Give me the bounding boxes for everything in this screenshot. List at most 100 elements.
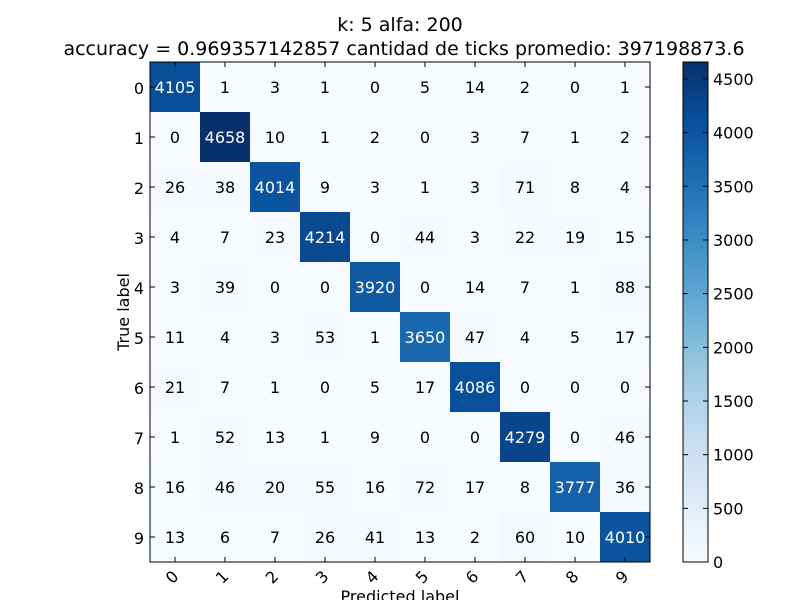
- cell-value-label: 4: [520, 328, 530, 347]
- cell-value-label: 17: [615, 328, 635, 347]
- y-axis-label: True label: [114, 273, 133, 352]
- cell-value-label: 47: [465, 328, 485, 347]
- cell-value-label: 15: [615, 228, 635, 247]
- y-tick-label: 9: [134, 529, 144, 548]
- cell-value-label: 0: [470, 428, 480, 447]
- cell-value-label: 4214: [305, 228, 346, 247]
- heatmap-cell: [300, 162, 351, 213]
- heatmap-cell: [500, 262, 551, 313]
- heatmap-cell: [550, 262, 601, 313]
- heatmap-cell: [400, 462, 451, 513]
- cell-value-label: 21: [165, 378, 185, 397]
- colorbar-tick-label: 1500: [713, 392, 754, 411]
- heatmap-cell: [600, 212, 651, 263]
- cell-value-label: 0: [620, 378, 630, 397]
- x-tick-label: 3: [312, 567, 333, 588]
- cell-value-label: 0: [270, 278, 280, 297]
- x-tick-labels: 0 1 2 3 4 5 6 7 8 9: [162, 567, 633, 588]
- cell-value-label: 0: [370, 228, 380, 247]
- heatmap-cell: [450, 362, 501, 413]
- cell-value-label: 5: [570, 328, 580, 347]
- cell-value-label: 53: [315, 328, 335, 347]
- heatmap-cell: [250, 362, 301, 413]
- cell-value-label: 7: [270, 528, 280, 547]
- cell-value-label: 0: [570, 428, 580, 447]
- heatmap-cell: [600, 512, 651, 563]
- heatmap-cell: [550, 112, 601, 163]
- x-tick-label: 8: [562, 567, 583, 588]
- cell-value-label: 52: [215, 428, 235, 447]
- chart-title-line-2: accuracy = 0.969357142857 cantidad de ti…: [63, 38, 744, 60]
- cell-value-label: 4279: [505, 428, 546, 447]
- y-tick-label: 0: [134, 79, 144, 98]
- plot-frame: [149, 61, 651, 563]
- cell-value-label: 3: [270, 328, 280, 347]
- heatmap-cell: [500, 162, 551, 213]
- heatmap-cell: [450, 462, 501, 513]
- cell-value-label: 36: [615, 478, 635, 497]
- cell-value-label: 0: [520, 378, 530, 397]
- cell-value-label: 13: [165, 528, 185, 547]
- heatmap-cell: [600, 362, 651, 413]
- cell-value-label: 1: [570, 128, 580, 147]
- cell-value-label: 13: [415, 528, 435, 547]
- x-tick-label: 1: [212, 567, 233, 588]
- cell-value-label: 4658: [205, 128, 246, 147]
- cell-value-label: 6: [220, 528, 230, 547]
- cell-value-label: 60: [515, 528, 535, 547]
- heatmap-cell: [500, 412, 551, 463]
- heatmap-cell: [400, 62, 451, 113]
- heatmap-cell: [550, 62, 601, 113]
- cell-value-label: 72: [415, 478, 435, 497]
- x-tick-label: 7: [512, 567, 533, 588]
- heatmap-cell: [450, 312, 501, 363]
- heatmap-cell: [550, 412, 601, 463]
- cell-value-label: 0: [420, 128, 430, 147]
- cell-value-label: 3: [470, 178, 480, 197]
- cell-value-label: 22: [515, 228, 535, 247]
- heatmap-cell: [300, 412, 351, 463]
- cell-value-label: 13: [265, 428, 285, 447]
- heatmap-cell: [500, 212, 551, 263]
- cell-value-label: 3650: [405, 328, 446, 347]
- cell-value-label: 4014: [255, 178, 296, 197]
- heatmap-cell: [450, 212, 501, 263]
- heatmap-cell: [550, 162, 601, 213]
- heatmap-cell: [600, 62, 651, 113]
- colorbar-tick-label: 4500: [713, 70, 754, 89]
- y-tick-label: 8: [134, 479, 144, 498]
- cell-value-label: 4: [220, 328, 230, 347]
- heatmap-cell: [500, 312, 551, 363]
- heatmap-cell: [350, 462, 401, 513]
- cell-value-label: 9: [370, 428, 380, 447]
- heatmap-cell: [350, 412, 401, 463]
- cell-value-label: 5: [370, 378, 380, 397]
- heatmap-cell: [350, 262, 401, 313]
- heatmap-cell: [550, 212, 601, 263]
- cell-value-label: 1: [270, 378, 280, 397]
- cell-value-label: 3: [370, 178, 380, 197]
- cell-value-label: 17: [415, 378, 435, 397]
- y-tick-label: 2: [134, 179, 144, 198]
- heatmap-cell: [450, 162, 501, 213]
- cell-value-label: 71: [515, 178, 535, 197]
- heatmap-cell: [150, 412, 201, 463]
- heatmap-cell: [350, 362, 401, 413]
- cell-value-label: 0: [170, 128, 180, 147]
- cell-value-label: 41: [365, 528, 385, 547]
- cell-value-label: 0: [420, 428, 430, 447]
- cell-value-label: 16: [165, 478, 185, 497]
- heatmap-cell: [300, 462, 351, 513]
- heatmap-cell: [300, 512, 351, 563]
- x-tick-label: 4: [362, 567, 383, 588]
- heatmap-cell: [250, 212, 301, 263]
- x-tick-label: 0: [162, 567, 183, 588]
- heatmap-cell: [250, 462, 301, 513]
- cell-value-label: 4086: [455, 378, 496, 397]
- cell-value-label: 10: [265, 128, 285, 147]
- heatmap-cell: [150, 162, 201, 213]
- heatmap-cell: [600, 112, 651, 163]
- cell-value-label: 38: [215, 178, 235, 197]
- colorbar-tick-label: 500: [713, 499, 744, 518]
- cell-value-label: 2: [620, 128, 630, 147]
